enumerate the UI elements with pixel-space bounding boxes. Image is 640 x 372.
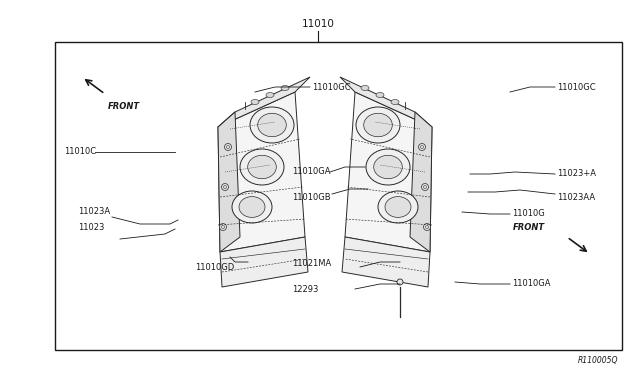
Text: 11023: 11023 <box>78 222 104 231</box>
Text: 11010G: 11010G <box>512 209 545 218</box>
Text: 11023+A: 11023+A <box>557 170 596 179</box>
Ellipse shape <box>239 196 265 217</box>
Polygon shape <box>340 77 432 127</box>
Circle shape <box>220 224 227 231</box>
Ellipse shape <box>364 113 392 137</box>
Text: 11021MA: 11021MA <box>292 260 332 269</box>
Circle shape <box>221 183 228 190</box>
Text: 11010GA: 11010GA <box>292 167 330 176</box>
Ellipse shape <box>378 191 418 223</box>
Polygon shape <box>345 92 432 252</box>
Text: 11010C: 11010C <box>64 148 96 157</box>
Text: 11010GA: 11010GA <box>512 279 550 289</box>
Ellipse shape <box>391 99 399 105</box>
Ellipse shape <box>232 191 272 223</box>
Ellipse shape <box>251 99 259 105</box>
Polygon shape <box>220 237 308 287</box>
Text: 11010GD: 11010GD <box>195 263 234 272</box>
Polygon shape <box>218 77 310 127</box>
Text: 11010: 11010 <box>301 19 335 29</box>
Polygon shape <box>218 92 305 252</box>
Ellipse shape <box>356 107 400 143</box>
Ellipse shape <box>266 93 274 97</box>
Circle shape <box>397 279 403 285</box>
Text: 11010GC: 11010GC <box>312 83 351 92</box>
Polygon shape <box>218 112 240 252</box>
Text: 11023A: 11023A <box>78 208 110 217</box>
Ellipse shape <box>248 155 276 179</box>
Ellipse shape <box>240 149 284 185</box>
Text: FRONT: FRONT <box>513 223 545 232</box>
Ellipse shape <box>361 86 369 90</box>
Text: 12293: 12293 <box>292 285 318 294</box>
Circle shape <box>225 144 232 151</box>
Polygon shape <box>342 237 430 287</box>
Text: 11023AA: 11023AA <box>557 193 595 202</box>
Text: FRONT: FRONT <box>108 102 140 111</box>
Text: 11010GC: 11010GC <box>557 83 596 92</box>
Ellipse shape <box>366 149 410 185</box>
Polygon shape <box>410 112 432 252</box>
Text: 11010GB: 11010GB <box>292 192 331 202</box>
Circle shape <box>422 183 429 190</box>
Ellipse shape <box>376 93 384 97</box>
Bar <box>55 42 622 350</box>
Circle shape <box>419 144 426 151</box>
Ellipse shape <box>281 86 289 90</box>
Ellipse shape <box>385 196 411 217</box>
Text: R110005Q: R110005Q <box>577 356 618 365</box>
Circle shape <box>424 224 431 231</box>
Ellipse shape <box>374 155 403 179</box>
Ellipse shape <box>258 113 286 137</box>
Ellipse shape <box>250 107 294 143</box>
